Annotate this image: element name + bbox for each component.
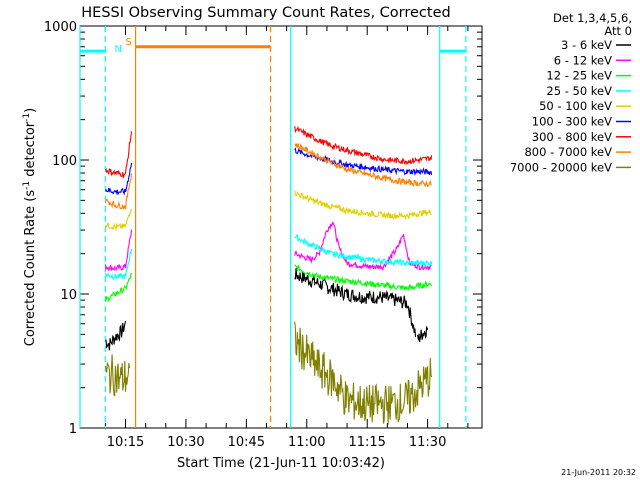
legend-header-line-1: Det 1,3,4,5,6, <box>553 11 632 25</box>
series-line <box>104 131 133 180</box>
series-layer <box>104 125 433 425</box>
series-line <box>104 248 133 280</box>
legend-entry-label: 3 - 6 keV <box>561 38 612 52</box>
y-axis-ticks: 1 10 100 1000 <box>44 20 482 437</box>
x-tick-label: 11:15 <box>348 435 385 450</box>
series-line <box>294 268 417 338</box>
series-line <box>294 190 432 221</box>
series-line <box>294 221 432 272</box>
y-tick-label: 10 <box>60 288 77 303</box>
chart-title: HESSI Observing Summary Count Rates, Cor… <box>81 5 450 21</box>
y-tick-label: 100 <box>52 154 77 169</box>
x-axis-ticks: 10:15 10:30 10:45 11:00 11:15 11:30 <box>104 26 469 450</box>
y-tick-label: 1000 <box>44 20 77 35</box>
event-markers: NS <box>115 37 132 55</box>
legend-entry-label: 300 - 800 keV <box>532 130 612 144</box>
series-line <box>294 125 433 166</box>
series-line <box>294 264 433 292</box>
legend-entry-label: 50 - 100 keV <box>539 99 612 113</box>
footer-date: 21-Jun-2011 20:32 <box>561 468 636 477</box>
y-axis-label: Corrected Count Rate (s-1 detector-1) <box>22 108 38 346</box>
series-line <box>294 142 432 188</box>
series-line <box>294 234 433 268</box>
legend-entry-label: 12 - 25 keV <box>546 69 612 83</box>
event-marker-s: S <box>126 37 132 48</box>
x-tick-label: 10:30 <box>167 435 204 450</box>
event-marker-n: N <box>115 44 122 55</box>
series-line <box>294 321 433 425</box>
x-tick-label: 10:15 <box>107 435 144 450</box>
reference-lines <box>79 26 467 428</box>
legend-entry-label: 100 - 300 keV <box>532 115 612 129</box>
x-tick-label: 11:30 <box>409 435 446 450</box>
series-line <box>104 272 133 303</box>
legend-entry-label: 25 - 50 keV <box>546 84 612 98</box>
legend-header-line-2: Att 0 <box>604 24 632 38</box>
series-line <box>104 229 133 272</box>
legend-entry-label: 6 - 12 keV <box>554 53 612 67</box>
series-line <box>104 162 133 196</box>
series-line <box>294 147 433 177</box>
plot-frame <box>79 25 483 429</box>
series-line <box>105 321 127 351</box>
x-tick-label: 10:45 <box>228 435 265 450</box>
x-tick-label: 11:00 <box>288 435 325 450</box>
legend-entry-label: 7000 - 20000 keV <box>510 160 612 174</box>
series-line <box>104 173 133 210</box>
series-line <box>104 208 133 231</box>
x-axis-label: Start Time (21-Jun-11 10:03:42) <box>177 456 385 471</box>
series-line <box>104 354 131 396</box>
series-line <box>417 326 429 342</box>
y-tick-label: 1 <box>69 422 77 437</box>
legend-entry-label: 800 - 7000 keV <box>524 145 612 159</box>
